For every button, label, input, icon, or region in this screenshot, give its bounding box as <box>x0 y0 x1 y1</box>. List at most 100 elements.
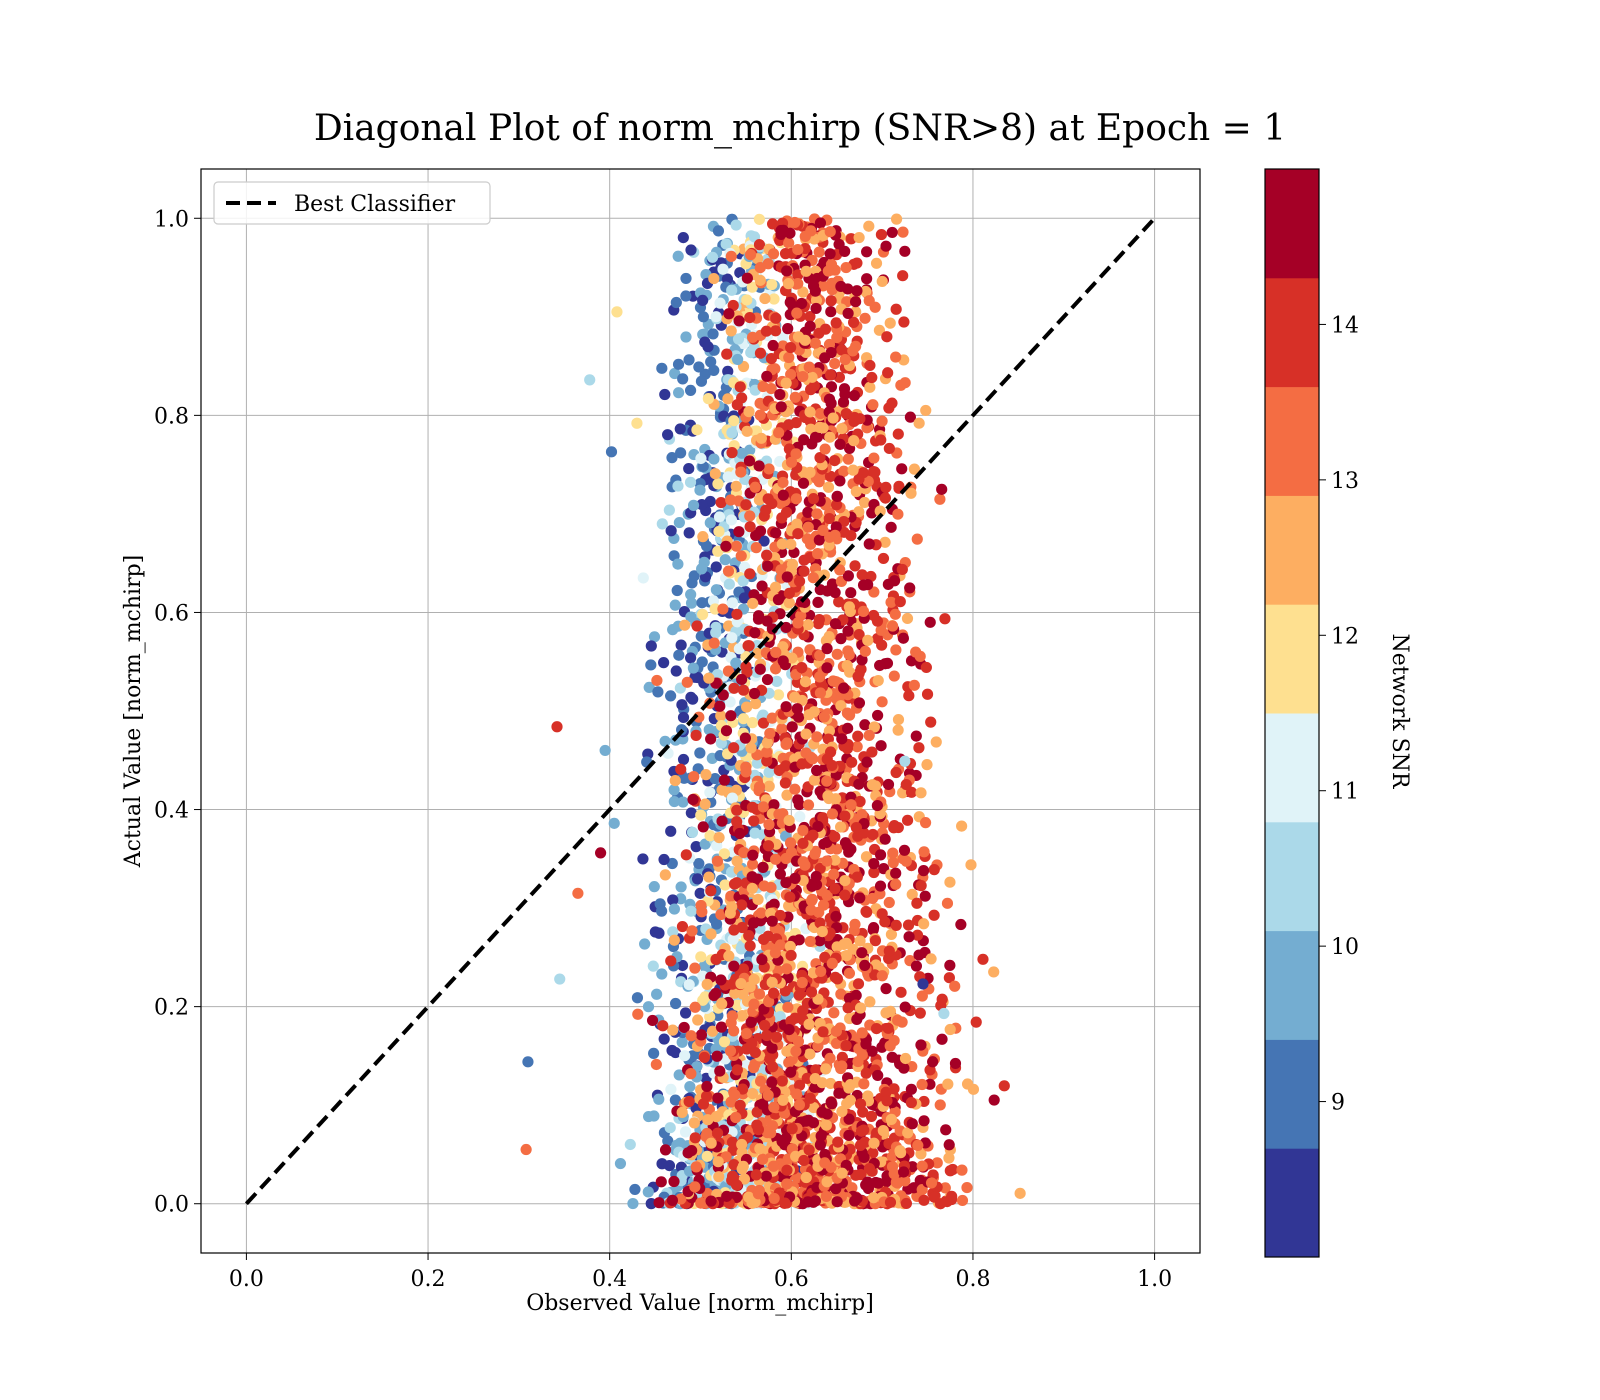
scatter-point <box>695 809 707 821</box>
scatter-point <box>791 518 803 530</box>
scatter-point <box>717 603 729 615</box>
scatter-point <box>710 918 723 930</box>
scatter-point-outlier <box>599 744 611 757</box>
scatter-point <box>826 808 839 820</box>
scatter-point <box>854 1139 867 1151</box>
scatter-point <box>823 631 835 643</box>
scatter-point <box>857 605 870 617</box>
scatter-point <box>781 1178 793 1190</box>
scatter-point <box>710 311 722 323</box>
scatter-point <box>668 795 680 808</box>
scatter-point <box>916 1078 928 1091</box>
scatter-point <box>810 294 823 307</box>
scatter-point <box>704 830 716 842</box>
scatter-point <box>736 1010 748 1022</box>
colorbar-segment <box>1265 713 1319 823</box>
scatter-point <box>792 269 804 281</box>
scatter-point-outlier <box>572 887 584 899</box>
scatter-point <box>761 1127 774 1139</box>
scatter-point <box>771 675 783 687</box>
scatter-point <box>685 807 697 819</box>
scatter-point <box>856 947 868 959</box>
scatter-point <box>721 348 733 360</box>
scatter-point <box>804 466 816 478</box>
scatter-point <box>646 1014 659 1027</box>
scatter-point <box>653 1197 665 1209</box>
scatter-point <box>880 983 892 995</box>
scatter-point <box>693 361 705 373</box>
scatter-point <box>697 821 709 833</box>
scatter-point <box>925 1177 938 1189</box>
scatter-point <box>879 833 891 845</box>
scatter-point <box>866 371 878 384</box>
scatter-point <box>805 751 817 763</box>
scatter-point <box>686 925 698 937</box>
scatter-point <box>852 730 864 742</box>
scatter-point <box>913 742 925 754</box>
legend-box <box>213 181 491 225</box>
scatter-point <box>988 966 1000 978</box>
scatter-point <box>762 560 774 572</box>
scatter-point <box>700 540 713 552</box>
scatter-point <box>742 640 754 652</box>
scatter-point <box>779 985 791 997</box>
colorbar: 9 10 11 12 13 14 <box>1264 168 1359 1258</box>
scatter-point <box>867 828 879 841</box>
scatter-point <box>861 246 873 258</box>
scatter-point <box>856 808 868 821</box>
scatter-point <box>731 855 743 867</box>
scatter-point <box>901 814 914 826</box>
scatter-point <box>728 1025 740 1037</box>
scatter-point <box>863 538 875 550</box>
scatter-point <box>825 306 837 318</box>
x-tick-label: 0.4 <box>592 1267 627 1292</box>
scatter-point <box>796 662 808 674</box>
scatter-point <box>876 639 888 651</box>
scatter-point <box>711 855 724 867</box>
scatter-point <box>781 1164 793 1176</box>
scatter-point <box>781 265 793 277</box>
scatter-point <box>807 829 819 841</box>
scatter-point <box>786 652 798 664</box>
colorbar-segment <box>1265 1039 1319 1149</box>
scatter-point <box>713 511 726 523</box>
scatter-point-outlier <box>899 755 911 767</box>
scatter-point <box>656 362 668 374</box>
scatter-point <box>725 710 737 722</box>
scatter-point <box>870 1023 883 1035</box>
scatter-point <box>834 564 846 576</box>
scatter-point <box>766 915 778 927</box>
scatter-point <box>856 1027 868 1039</box>
scatter-point <box>753 494 765 506</box>
scatter-point <box>746 871 758 883</box>
scatter-point <box>736 899 748 911</box>
scatter-point <box>675 639 687 651</box>
scatter-point <box>849 1195 861 1207</box>
scatter-point <box>833 596 845 608</box>
scatter-point <box>884 1040 896 1052</box>
scatter-point <box>868 1137 880 1149</box>
colorbar-segment <box>1265 495 1319 605</box>
x-tick-label: 0.2 <box>411 1267 446 1292</box>
scatter-point <box>772 594 785 606</box>
scatter-point <box>874 880 887 892</box>
scatter-point <box>720 725 733 737</box>
scatter-point <box>838 465 850 477</box>
scatter-point <box>890 213 903 225</box>
scatter-point <box>910 646 922 658</box>
scatter-point <box>793 934 805 946</box>
scatter-point <box>708 453 720 465</box>
scatter-point <box>848 390 860 402</box>
scatter-point <box>880 481 892 493</box>
scatter-point <box>779 1197 791 1209</box>
scatter-point <box>908 1182 920 1194</box>
scatter-point <box>659 735 671 747</box>
scatter-point <box>712 478 724 490</box>
scatter-point <box>642 1186 654 1198</box>
scatter-point <box>824 431 836 443</box>
scatter-point <box>726 901 738 913</box>
scatter-point <box>686 1050 699 1062</box>
scatter-point <box>696 498 708 511</box>
scatter-point <box>905 487 917 499</box>
scatter-point <box>725 325 737 337</box>
